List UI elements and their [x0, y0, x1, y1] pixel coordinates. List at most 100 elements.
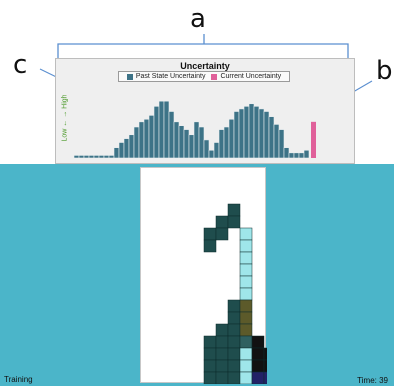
board-block: [239, 323, 253, 337]
board-block: [239, 263, 253, 277]
past-uncertainty-bar: [153, 106, 160, 159]
past-uncertainty-bar: [93, 155, 100, 159]
past-uncertainty-bar: [293, 152, 300, 159]
board-block: [227, 311, 241, 325]
current-uncertainty-swatch: [211, 73, 218, 80]
board-block: [251, 359, 265, 373]
board-block: [239, 359, 253, 373]
past-uncertainty-bar: [208, 149, 215, 159]
past-uncertainty-bar: [113, 147, 120, 159]
past-uncertainty-bar: [278, 129, 285, 159]
board-block: [215, 227, 229, 241]
board-block: [227, 335, 241, 349]
callout-label-a: a: [190, 4, 206, 34]
board-block: [239, 287, 253, 301]
board-block: [239, 371, 253, 384]
past-uncertainty-bar: [88, 155, 95, 159]
board-block: [203, 347, 217, 361]
board-block: [251, 335, 265, 349]
past-uncertainty-bar: [253, 106, 260, 159]
past-uncertainty-bar: [108, 155, 115, 159]
current-uncertainty-bar: [311, 121, 316, 158]
past-uncertainty-bar: [223, 126, 230, 159]
past-uncertainty-bar: [213, 142, 220, 159]
past-uncertainty-bar: [123, 138, 130, 159]
board-block: [203, 335, 217, 349]
past-uncertainty-bar: [143, 118, 150, 159]
board-block: [215, 215, 229, 229]
board-block: [215, 359, 229, 373]
board-block: [215, 371, 229, 384]
past-uncertainty-bar: [238, 108, 245, 159]
board-block: [203, 359, 217, 373]
board-block: [227, 347, 241, 361]
past-uncertainty-bar: [228, 118, 235, 159]
past-uncertainty-bar: [178, 125, 185, 159]
board-block: [239, 239, 253, 253]
board-block: [227, 215, 241, 229]
board-block: [215, 335, 229, 349]
past-uncertainty-bar: [163, 100, 170, 159]
board-block: [239, 335, 253, 349]
past-uncertainty-bar: [303, 149, 310, 159]
past-uncertainty-bar: [298, 152, 305, 159]
past-uncertainty-bar: [103, 155, 110, 159]
tetris-board[interactable]: [140, 167, 267, 384]
chart-legend: Past State Uncertainty Current Uncertain…: [118, 71, 290, 82]
legend-past-label: Past State Uncertainty: [135, 73, 206, 80]
board-block: [227, 203, 241, 217]
game-area: Training Time: 39: [0, 164, 394, 386]
board-block: [239, 227, 253, 241]
past-uncertainty-swatch: [126, 73, 133, 80]
board-block: [239, 347, 253, 361]
past-uncertainty-bar: [273, 124, 280, 159]
callout-label-b: b: [376, 56, 393, 86]
uncertainty-bar-chart: [73, 100, 316, 159]
chart-title: Uncertainty: [180, 61, 230, 71]
board-block: [227, 359, 241, 373]
past-uncertainty-bar: [158, 100, 165, 159]
past-uncertainty-bar: [248, 103, 255, 159]
past-uncertainty-bar: [188, 134, 195, 159]
board-block: [227, 371, 241, 384]
past-uncertainty-bar: [168, 111, 175, 159]
past-uncertainty-bar: [288, 152, 295, 159]
board-block: [251, 371, 265, 384]
board-block: [263, 347, 267, 361]
past-uncertainty-bar: [183, 129, 190, 159]
board-block: [203, 371, 217, 384]
past-uncertainty-bar: [83, 155, 90, 159]
board-block: [203, 227, 217, 241]
board-block: [239, 251, 253, 265]
past-uncertainty-bar: [193, 121, 200, 159]
y-axis-label-text: Low ← → High: [61, 94, 69, 142]
past-uncertainty-bar: [263, 111, 270, 159]
board-cells: [203, 203, 267, 384]
past-uncertainty-bar: [148, 115, 155, 159]
y-axis-label: Low ← → High: [60, 87, 70, 149]
past-uncertainty-bar: [128, 134, 135, 159]
past-uncertainty-bar: [218, 129, 225, 159]
board-block: [263, 371, 267, 384]
past-uncertainty-bar: [268, 116, 275, 159]
past-uncertainty-bar: [78, 155, 85, 159]
board-block: [239, 299, 253, 313]
board-block: [215, 323, 229, 337]
past-uncertainty-bar: [233, 111, 240, 159]
past-uncertainty-bar: [98, 155, 105, 159]
time-status: Time: 39: [357, 376, 388, 385]
past-uncertainty-bar: [118, 142, 125, 159]
board-block: [239, 275, 253, 289]
past-uncertainty-bar: [283, 147, 290, 159]
board-block: [251, 347, 265, 361]
uncertainty-chart-panel: Uncertainty Past State Uncertainty Curre…: [55, 58, 355, 164]
mode-status: Training: [4, 375, 33, 384]
past-uncertainty-bar: [258, 108, 265, 159]
board-block: [203, 239, 217, 253]
past-uncertainty-bar: [198, 126, 205, 159]
board-block: [263, 359, 267, 373]
past-uncertainty-bar: [73, 155, 80, 159]
past-uncertainty-bar: [243, 106, 250, 159]
board-block: [239, 311, 253, 325]
board-block: [215, 347, 229, 361]
